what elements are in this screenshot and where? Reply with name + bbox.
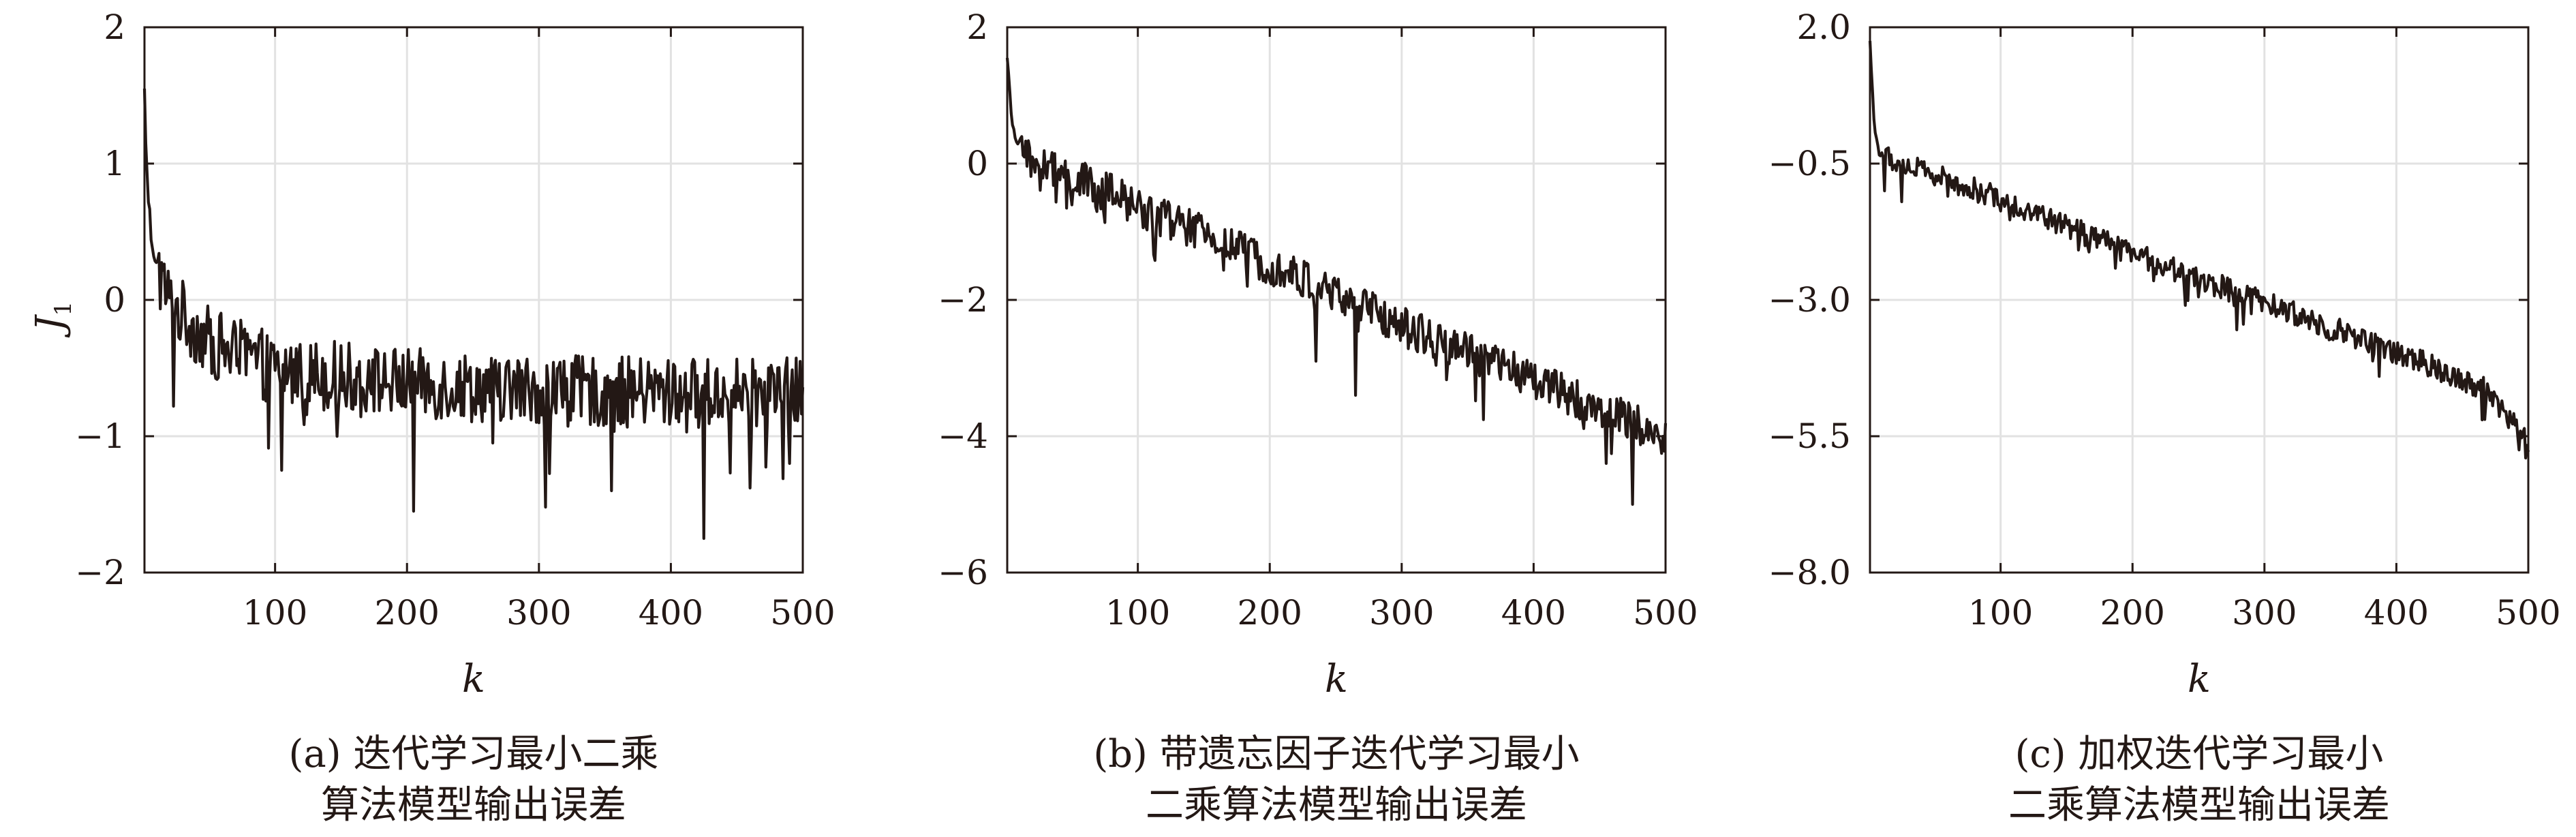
x-tick-label: 300 [2232,593,2297,633]
series-line [1005,57,1668,506]
y-tick-label: −2 [938,280,988,320]
x-tick-label: 200 [375,593,440,633]
y-axis-label: J1 [28,301,77,338]
x-tick-label: 200 [2100,593,2165,633]
series-line [1868,40,2530,460]
y-tick-label: 2 [104,7,125,47]
y-axis-label-subscript: 1 [50,301,77,316]
y-tick-label: −6 [938,553,988,592]
y-tick-label: −1 [75,416,125,456]
panel-caption-line: (a) 迭代学习最小二乘 [289,732,659,776]
panel-caption-line: 算法模型输出误差 [321,783,626,827]
series-line [142,88,805,541]
y-tick-label: 2.0 [1796,7,1851,47]
x-tick-label: 200 [1238,593,1302,633]
x-tick-label: 400 [1501,593,1566,633]
x-tick-label: 100 [243,593,307,633]
panel-caption-line: (b) 带遗忘因子迭代学习最小 [1093,732,1579,776]
y-tick-label: 0 [104,280,125,320]
y-tick-label: −4 [938,416,988,456]
panel-caption-line: 二乘算法模型输出误差 [2008,783,2390,827]
y-tick-label: −2 [75,553,125,592]
chart-panel-2: 100 200 300 400 500 −6 −4 −2 0 2 k (b) 带遗忘因子迭代学习最小二… [938,7,1698,827]
y-tick-label: −5.5 [1768,416,1851,456]
x-tick-label: 300 [506,593,571,633]
y-tick-label: −8.0 [1768,553,1851,592]
y-tick-label: −3.0 [1768,280,1851,320]
x-tick-label: 500 [770,593,835,633]
y-tick-label: 1 [104,144,125,183]
x-axis-label: k [1325,657,1348,701]
y-tick-label: 2 [966,7,988,47]
y-axis-label-main: J [28,314,72,338]
x-tick-label: 500 [1633,593,1698,633]
panel-caption-line: 二乘算法模型输出误差 [1146,783,1527,827]
x-tick-label: 100 [1968,593,2033,633]
x-axis-label: k [462,657,485,701]
x-tick-label: 300 [1369,593,1434,633]
x-tick-label: 500 [2496,593,2560,633]
x-axis-label: k [2188,657,2211,701]
y-tick-label: −0.5 [1768,144,1851,183]
chart-panel-3: 100 200 300 400 500 −8.0 −5.5 −3.0 −0.5 2.0 k (c) 加… [1768,7,2561,827]
x-tick-label: 400 [639,593,703,633]
x-tick-label: 100 [1105,593,1170,633]
y-tick-label: 0 [966,144,988,183]
panel-caption-line: (c) 加权迭代学习最小 [2015,732,2384,776]
x-tick-label: 400 [2364,593,2429,633]
